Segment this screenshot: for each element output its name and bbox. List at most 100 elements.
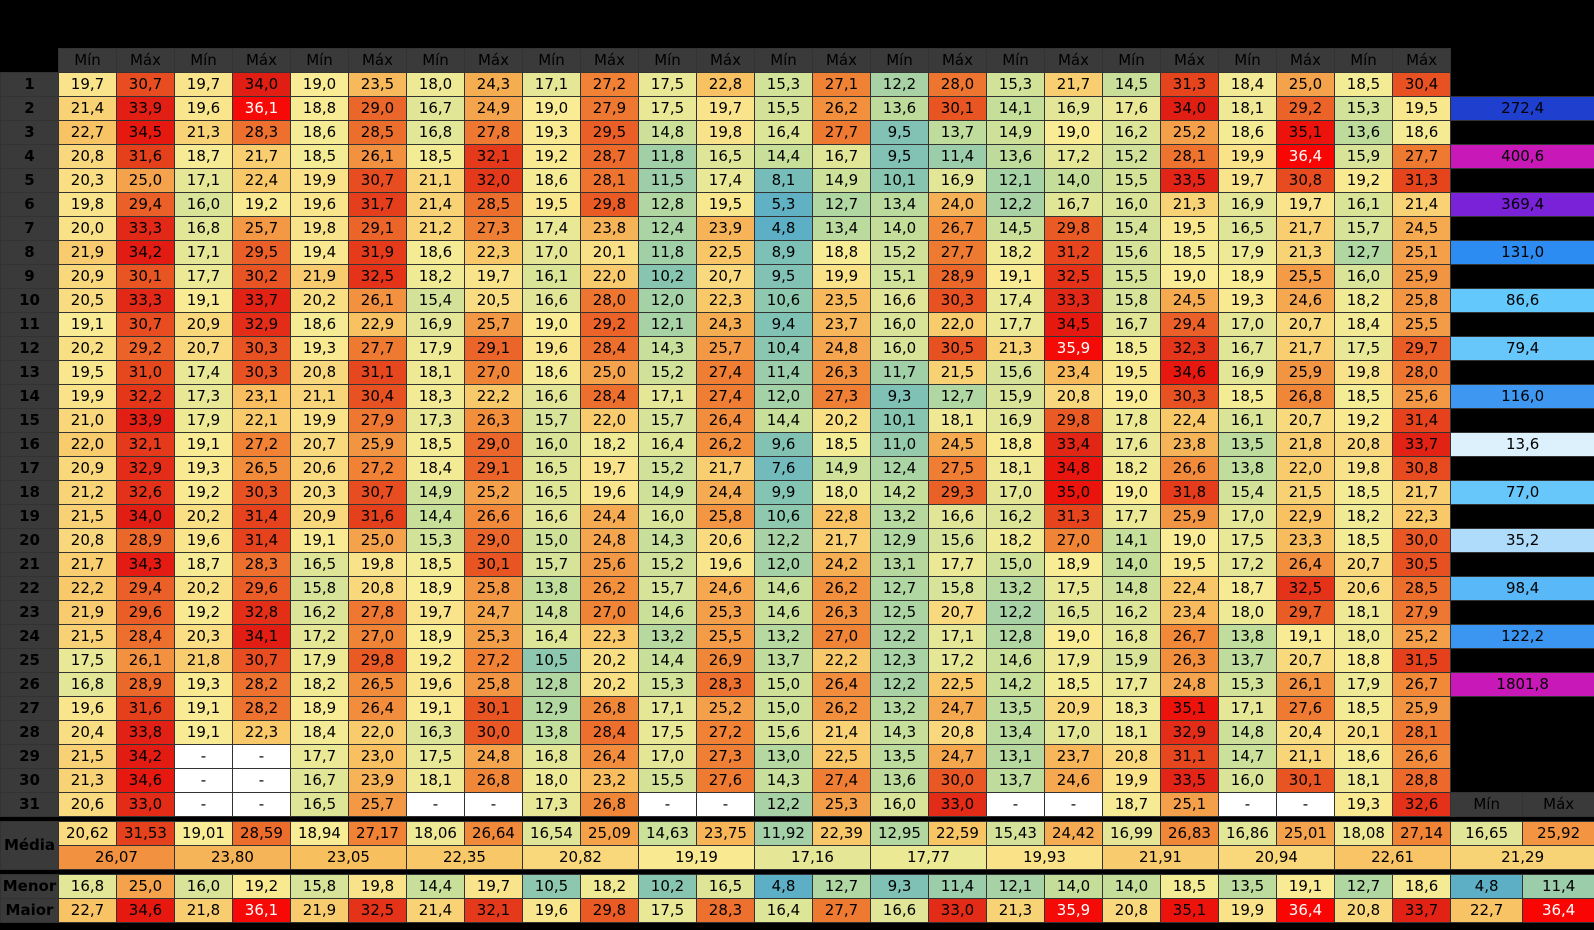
mean-min-cell: 18,94 bbox=[290, 820, 349, 846]
min-temp-cell: 20,8 bbox=[1334, 431, 1393, 457]
min-header: Mín bbox=[290, 47, 349, 73]
min-temp-cell: 19,1 bbox=[174, 431, 233, 457]
min-temp-cell: 16,9 bbox=[1218, 191, 1277, 217]
min-temp-cell: 18,2 bbox=[290, 671, 349, 697]
min-temp-cell: 16,0 bbox=[1102, 191, 1161, 217]
day-number: 14 bbox=[0, 383, 59, 409]
min-temp-cell: 14,2 bbox=[870, 479, 929, 505]
min-temp-cell: 13,8 bbox=[1218, 455, 1277, 481]
max-temp-cell: 19,2 bbox=[232, 191, 291, 217]
min-temp-cell: 17,0 bbox=[1218, 503, 1277, 529]
min-temp-cell: 19,0 bbox=[522, 311, 581, 337]
min-temp-cell: 15,8 bbox=[1102, 287, 1161, 313]
min-temp-cell: 17,8 bbox=[1102, 407, 1161, 433]
day-row: 13 19,5 31,0 17,4 30,3 20,8 31,1 18,1 27,0 18,6 25… bbox=[0, 359, 1594, 385]
max-temp-cell: 32,6 bbox=[116, 479, 175, 505]
min-temp-cell: 17,0 bbox=[1218, 311, 1277, 337]
max-temp-cell: 31,6 bbox=[116, 695, 175, 721]
monthly-mean-cell: 23,80 bbox=[174, 844, 291, 870]
day-row: 29 21,5 34,2- -17,7 23,0 17,5 24,8 16,8 26,4 17,0… bbox=[0, 743, 1594, 769]
max-temp-cell: 22,2 bbox=[464, 383, 523, 409]
day-row: 4 20,8 31,6 18,7 21,7 18,5 26,1 18,5 32,1 19,2 28,… bbox=[0, 143, 1594, 169]
max-temp-cell: 33,9 bbox=[116, 407, 175, 433]
max-temp-cell: 25,8 bbox=[1391, 287, 1452, 313]
max-temp-cell: 29,0 bbox=[348, 95, 407, 121]
min-temp-cell: 21,0 bbox=[58, 407, 117, 433]
min-temp-cell: 13,2 bbox=[870, 695, 929, 721]
day-number: 20 bbox=[0, 527, 59, 553]
max-temp-cell: 27,4 bbox=[696, 383, 755, 409]
min-temp-cell: 14,4 bbox=[754, 407, 813, 433]
max-temp-cell: 23,7 bbox=[1044, 743, 1103, 769]
max-temp-cell: 23,4 bbox=[1044, 359, 1103, 385]
min-temp-cell: 19,0 bbox=[290, 71, 349, 97]
min-temp-cell: 18,6 bbox=[1218, 119, 1277, 145]
min-temp-cell: 21,8 bbox=[174, 647, 233, 673]
min-temp-cell: 18,5 bbox=[1102, 335, 1161, 361]
min-temp-cell: 18,1 bbox=[986, 455, 1045, 481]
max-temp-cell: 26,3 bbox=[812, 359, 871, 385]
max-temp-cell: 32,3 bbox=[1160, 335, 1219, 361]
max-temp-cell: 30,4 bbox=[348, 383, 407, 409]
max-temp-cell: 22,4 bbox=[1160, 407, 1219, 433]
highest-max-cell: 36,4 bbox=[1276, 897, 1335, 923]
min-temp-cell: 19,8 bbox=[1334, 359, 1393, 385]
max-temp-cell: 30,0 bbox=[1391, 527, 1452, 553]
min-temp-cell: 12,2 bbox=[754, 791, 813, 817]
min-temp-cell: 16,2 bbox=[1102, 119, 1161, 145]
max-header: Máx bbox=[348, 47, 407, 73]
min-temp-cell: 15,4 bbox=[406, 287, 465, 313]
mean-min-cell: 20,62 bbox=[58, 820, 117, 846]
max-temp-cell: 21,7 bbox=[1276, 335, 1335, 361]
max-temp-cell: 28,5 bbox=[464, 191, 523, 217]
max-temp-cell: 28,2 bbox=[232, 671, 291, 697]
max-temp-cell: 29,5 bbox=[580, 119, 639, 145]
mean-min-cell: 16,54 bbox=[522, 820, 581, 846]
max-temp-cell: 34,0 bbox=[1160, 95, 1219, 121]
max-temp-cell: 27,2 bbox=[348, 455, 407, 481]
max-temp-cell: 22,2 bbox=[812, 647, 871, 673]
max-header: Máx bbox=[464, 47, 523, 73]
rain-month-label: SET bbox=[1450, 456, 1594, 480]
min-header: Mín bbox=[638, 47, 697, 73]
menor-label: Menor bbox=[0, 873, 59, 899]
max-temp-cell: 31,3 bbox=[1391, 167, 1452, 193]
max-temp-cell: 22,0 bbox=[580, 407, 639, 433]
min-temp-cell: 19,7 bbox=[174, 71, 233, 97]
max-temp-cell: 22,9 bbox=[348, 311, 407, 337]
min-temp-cell: 13,6 bbox=[1334, 119, 1393, 145]
min-temp-cell: 21,2 bbox=[58, 479, 117, 505]
rain-year-label: ANO bbox=[1450, 768, 1594, 792]
min-temp-cell: 22,0 bbox=[58, 431, 117, 457]
highest-max-cell: 27,7 bbox=[812, 897, 871, 923]
max-temp-cell: 32,5 bbox=[1276, 575, 1335, 601]
max-temp-cell: 23,9 bbox=[348, 767, 407, 793]
min-temp-cell: 18,5 bbox=[406, 431, 465, 457]
min-temp-cell: 16,5 bbox=[522, 455, 581, 481]
max-temp-cell: 33,3 bbox=[116, 287, 175, 313]
min-temp-cell: 17,3 bbox=[406, 407, 465, 433]
min-temp-cell: 19,8 bbox=[1334, 455, 1393, 481]
max-temp-cell: 25,2 bbox=[696, 695, 755, 721]
highest-max-cell: 35,9 bbox=[1044, 897, 1103, 923]
max-temp-cell: 29,4 bbox=[116, 191, 175, 217]
max-temp-cell: 28,1 bbox=[580, 167, 639, 193]
max-temp-cell: 30,1 bbox=[464, 551, 523, 577]
min-temp-cell: 18,5 bbox=[1218, 383, 1277, 409]
min-temp-cell: 12,2 bbox=[986, 599, 1045, 625]
min-temp-cell: 14,6 bbox=[638, 599, 697, 625]
min-temp-cell: 22,7 bbox=[58, 119, 117, 145]
min-temp-cell: 19,9 bbox=[58, 383, 117, 409]
max-temp-cell: 23,5 bbox=[812, 287, 871, 313]
max-temp-cell: 28,3 bbox=[232, 551, 291, 577]
max-temp-cell: 19,9 bbox=[812, 263, 871, 289]
day-number: 19 bbox=[0, 503, 59, 529]
monthly-mean-cell: 21,91 bbox=[1102, 844, 1219, 870]
highest-min-cell: 21,3 bbox=[986, 897, 1045, 923]
min-temp-cell: 11,7 bbox=[870, 359, 929, 385]
max-temp-cell: 17,0 bbox=[1044, 719, 1103, 745]
min-header: Mín bbox=[870, 47, 929, 73]
max-temp-cell: 23,9 bbox=[696, 215, 755, 241]
month-header-ago: AGO bbox=[910, 27, 947, 46]
rain-month-label: DEZ bbox=[1450, 600, 1594, 624]
